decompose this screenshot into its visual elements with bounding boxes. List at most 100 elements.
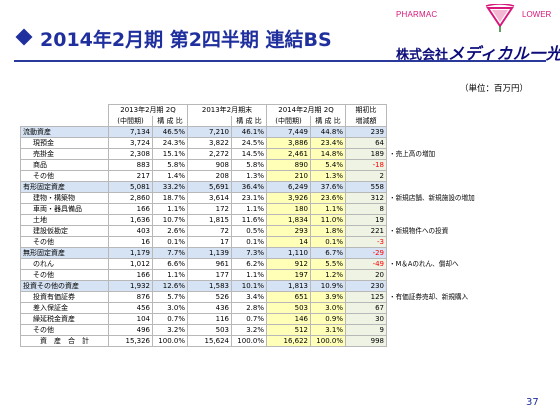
ratio-period3: 23.6%	[310, 192, 346, 204]
ratio-period3: 1.1%	[310, 203, 346, 215]
value-diff: -18	[345, 159, 387, 171]
value-period1: 16	[108, 236, 153, 248]
row-note: ・新規物件への投資	[389, 227, 449, 235]
value-period1: 496	[108, 324, 153, 336]
header-period2: 2013年2月期末	[187, 104, 267, 116]
value-period3: 197	[266, 269, 311, 281]
ratio-period2: 7.3%	[231, 247, 267, 259]
value-period3: 651	[266, 291, 311, 303]
row-label: その他	[20, 170, 109, 182]
table-row: 繰延税金資産 104 0.7% 116 0.7% 146 0.9% 30	[20, 313, 535, 325]
ratio-period3: 0.9%	[310, 313, 346, 325]
ratio-period1: 1.1%	[152, 203, 188, 215]
value-period3: 293	[266, 225, 311, 237]
ratio-period3: 0.1%	[310, 236, 346, 248]
ratio-period3: 37.6%	[310, 181, 346, 193]
value-diff: 8	[345, 203, 387, 215]
value-period3: 912	[266, 258, 311, 270]
ratio-period1: 5.7%	[152, 291, 188, 303]
table-row: 投資有価証券 876 5.7% 526 3.4% 651 3.9% 125 ・有価証券売却、新規…	[20, 291, 535, 303]
ratio-period1: 7.7%	[152, 247, 188, 259]
value-period2: 961	[187, 258, 232, 270]
value-diff: 30	[345, 313, 387, 325]
row-note	[387, 182, 535, 193]
value-period1: 456	[108, 302, 153, 314]
row-label: 現預金	[20, 137, 109, 149]
value-diff: -3	[345, 236, 387, 248]
table-section-row: 有形固定資産 5,081 33.2% 5,691 36.4% 6,249 37.6% 558	[20, 181, 535, 193]
ratio-period2: 14.5%	[231, 148, 267, 160]
row-note: ・M＆Aのれん、償却へ	[389, 260, 459, 268]
value-period3: 146	[266, 313, 311, 325]
value-period2: 1,815	[187, 214, 232, 226]
table-row: 建設仮勘定 403 2.6% 72 0.5% 293 1.8% 221 ・新規物件への投資	[20, 225, 535, 237]
value-period3: 6,249	[266, 181, 311, 193]
value-period1: 166	[108, 203, 153, 215]
header-ratio1: 構 成 比	[152, 115, 188, 127]
value-period1: 1,636	[108, 214, 153, 226]
company-brand: メディカル一光	[448, 44, 560, 63]
value-period1: 1,179	[108, 247, 153, 259]
ratio-period3: 14.8%	[310, 148, 346, 160]
ratio-period3: 1.3%	[310, 170, 346, 182]
row-note	[387, 204, 535, 215]
header-period1-sub: (中間期)	[108, 115, 153, 127]
ratio-period3: 100.0%	[310, 335, 346, 347]
value-period2: 177	[187, 269, 232, 281]
value-diff: 19	[345, 214, 387, 226]
value-period3: 3,886	[266, 137, 311, 149]
ratio-period1: 33.2%	[152, 181, 188, 193]
ratio-period2: 24.5%	[231, 137, 267, 149]
value-period3: 2,461	[266, 148, 311, 160]
value-period2: 172	[187, 203, 232, 215]
value-period2: 526	[187, 291, 232, 303]
value-period1: 403	[108, 225, 153, 237]
ratio-period2: 100.0%	[231, 335, 267, 347]
value-period2: 7,210	[187, 126, 232, 138]
row-label: 流動資産	[20, 126, 109, 138]
row-note	[387, 281, 535, 292]
table-row: 売掛金 2,308 15.1% 2,272 14.5% 2,461 14.8% 189 ・売上高…	[20, 148, 535, 160]
ratio-period3: 3.0%	[310, 302, 346, 314]
row-note	[387, 171, 535, 182]
ratio-period1: 100.0%	[152, 335, 188, 347]
value-period2: 3,822	[187, 137, 232, 149]
ratio-period1: 6.6%	[152, 258, 188, 270]
ratio-period3: 11.0%	[310, 214, 346, 226]
table-row: 土地 1,636 10.7% 1,815 11.6% 1,834 11.0% 19	[20, 214, 535, 226]
value-period1: 15,326	[108, 335, 153, 347]
value-period2: 208	[187, 170, 232, 182]
value-period3: 7,449	[266, 126, 311, 138]
value-diff: -49	[345, 258, 387, 270]
table-row: 建物・構築物 2,860 18.7% 3,614 23.1% 3,926 23.6% 312 ・…	[20, 192, 535, 204]
value-period1: 3,724	[108, 137, 153, 149]
value-period3: 890	[266, 159, 311, 171]
ratio-period3: 1.2%	[310, 269, 346, 281]
ratio-period2: 11.6%	[231, 214, 267, 226]
value-period2: 15,624	[187, 335, 232, 347]
row-label: 投資有価証券	[20, 291, 109, 303]
header-ratio2: 構 成 比	[231, 115, 267, 127]
header-note-blank	[386, 104, 535, 127]
header-period1: 2013年2月期 2Q	[108, 104, 188, 116]
row-label: 売掛金	[20, 148, 109, 160]
value-period3: 180	[266, 203, 311, 215]
header-diff-sub: 増減額	[345, 115, 387, 127]
ratio-period1: 10.7%	[152, 214, 188, 226]
ratio-period2: 23.1%	[231, 192, 267, 204]
row-label: 無形固定資産	[20, 247, 109, 259]
table-section-row: 投資その他の資産 1,932 12.6% 1,583 10.1% 1,813 10.9% 23…	[20, 280, 535, 292]
title-divider	[14, 60, 546, 62]
row-note	[387, 127, 535, 138]
value-diff: 9	[345, 324, 387, 336]
ratio-period2: 1.3%	[231, 170, 267, 182]
header-ratio3: 構 成 比	[310, 115, 346, 127]
ratio-period3: 5.5%	[310, 258, 346, 270]
value-period1: 217	[108, 170, 153, 182]
value-period3: 3,926	[266, 192, 311, 204]
row-label: 商品	[20, 159, 109, 171]
value-diff: 20	[345, 269, 387, 281]
ratio-period1: 12.6%	[152, 280, 188, 292]
row-note	[387, 215, 535, 226]
value-period1: 2,860	[108, 192, 153, 204]
